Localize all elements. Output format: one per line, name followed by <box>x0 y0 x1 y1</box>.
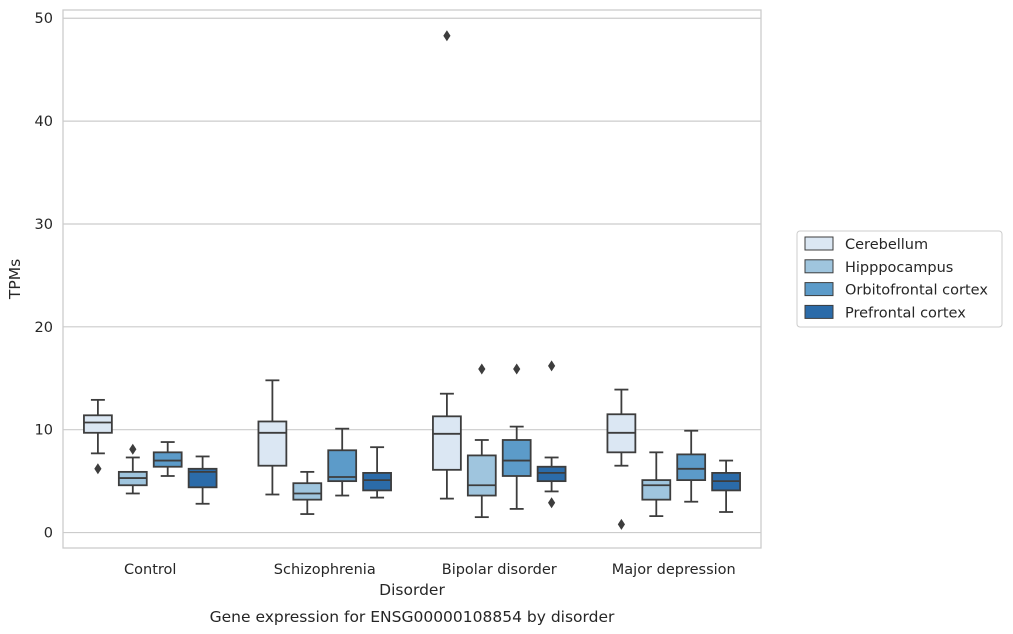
box-iqr <box>466 454 497 497</box>
legend-label: Cerebellum <box>845 237 928 253</box>
outlier-point <box>443 30 451 42</box>
legend-swatch <box>804 259 834 274</box>
box-cerebellum <box>83 398 113 475</box>
box-iqr <box>432 415 462 471</box>
box-prefrontal-cortex <box>362 446 392 499</box>
box-prefrontal-cortex <box>187 455 218 505</box>
x-tick-label: Control <box>124 562 176 578</box>
grid-lines <box>63 17 761 534</box>
box-iqr <box>257 420 288 467</box>
box-series <box>83 30 741 530</box>
y-tick-label: 50 <box>35 11 53 27</box>
y-tick-label: 30 <box>35 217 53 233</box>
y-tick-label: 0 <box>44 526 53 542</box>
box-orbitofrontal-cortex <box>676 429 707 503</box>
box-hipppocampus <box>466 363 497 519</box>
outlier-point <box>129 443 137 455</box>
box-iqr <box>676 453 707 482</box>
outlier-point <box>548 497 556 509</box>
box-prefrontal-cortex <box>711 459 741 513</box>
box-iqr <box>536 465 567 483</box>
box-orbitofrontal-cortex <box>327 427 358 497</box>
box-orbitofrontal-cortex <box>501 363 532 510</box>
x-tick-label: Major depression <box>612 562 736 578</box>
box-iqr <box>83 414 113 434</box>
legend-swatch <box>804 304 834 319</box>
box-iqr <box>362 472 392 492</box>
legend-swatch <box>804 282 834 297</box>
legend-frame <box>796 230 1003 328</box>
legend-label: Prefrontal cortex <box>845 305 966 321</box>
box-iqr <box>641 479 672 501</box>
box-iqr <box>501 439 532 477</box>
outlier-point <box>513 363 521 375</box>
box-iqr <box>327 449 358 483</box>
x-tick-labels: Control Schizophrenia Bipolar disorder Majo… <box>124 562 736 578</box>
box-cerebellum <box>432 30 462 500</box>
y-tick-label: 20 <box>35 320 53 336</box>
legend-label: Orbitofrontal cortex <box>845 283 988 299</box>
box-prefrontal-cortex <box>536 360 567 509</box>
box-cerebellum <box>257 379 288 496</box>
box-hipppocampus <box>117 443 148 495</box>
x-axis-label: Disorder <box>379 581 445 599</box>
chart-caption: Gene expression for ENSG00000108854 by d… <box>210 608 615 626</box>
legend-label: Hipppocampus <box>845 260 953 276</box>
box-hipppocampus <box>292 470 323 515</box>
y-axis-label: TPMs <box>6 259 24 300</box>
y-tick-label: 10 <box>35 423 53 439</box>
box-iqr <box>152 451 183 468</box>
box-iqr <box>292 482 323 501</box>
outlier-point <box>548 360 556 372</box>
box-iqr <box>187 467 218 489</box>
x-tick-label: Schizophrenia <box>274 562 376 578</box>
outlier-point <box>617 518 625 530</box>
x-tick-label: Bipolar disorder <box>442 562 557 578</box>
box-hipppocampus <box>641 451 672 518</box>
box-orbitofrontal-cortex <box>152 441 183 477</box>
y-tick-label: 40 <box>35 114 53 130</box>
outlier-point <box>478 363 486 375</box>
legend-swatch <box>804 236 834 251</box>
outlier-point <box>94 463 102 475</box>
box-cerebellum <box>606 388 637 530</box>
y-tick-labels: 0 10 20 30 40 50 <box>35 11 53 541</box>
legend: Cerebellum Hipppocampus Orbitofrontal cort… <box>796 230 1003 328</box>
